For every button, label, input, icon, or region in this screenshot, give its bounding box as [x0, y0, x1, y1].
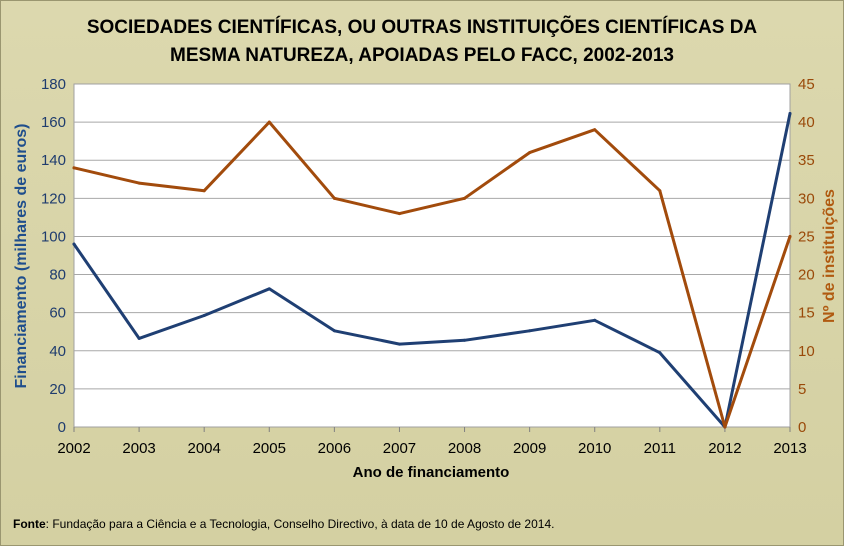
- y-tick-label-1: 20: [49, 381, 66, 398]
- y2-tick-label-6: 30: [798, 190, 815, 207]
- series-1-point-0: [72, 166, 76, 170]
- y-tick-label-7: 140: [41, 152, 66, 169]
- x-tick-label-3: 2005: [253, 440, 286, 457]
- series-0-point-4: [332, 329, 336, 333]
- gridlines: [74, 121, 790, 390]
- tick-labels: 0 20 40 60 80 100 120 140 160 180 0 5 10 15 20 25 30 35 40…: [41, 76, 815, 457]
- series-0-point-9: [658, 351, 662, 355]
- series-1-point-2: [202, 189, 206, 193]
- series-0-point-1: [137, 336, 141, 340]
- series-1-point-5: [397, 212, 401, 216]
- source-label: Fonte: [13, 517, 46, 531]
- series-line-funding: [72, 112, 792, 429]
- series-0-point-2: [202, 314, 206, 318]
- x-tick-label-1: 2003: [122, 440, 155, 457]
- y-tick-label-5: 100: [41, 228, 66, 245]
- x-tick-label-11: 2013: [773, 440, 806, 457]
- y2-tick-label-8: 40: [798, 114, 815, 131]
- y-axis-title: Financiamento (milhares de euros): [13, 124, 30, 389]
- series-1-point-8: [593, 128, 597, 132]
- y-tick-label-9: 180: [41, 76, 66, 93]
- series-1-point-11: [788, 234, 792, 238]
- y-tick-label-3: 60: [49, 305, 66, 322]
- plot-area: [73, 83, 791, 428]
- series-0-point-5: [397, 342, 401, 346]
- series-1-point-4: [332, 196, 336, 200]
- x-tick-label-8: 2010: [578, 440, 611, 457]
- series-0-point-6: [463, 338, 467, 342]
- x-tick-label-9: 2011: [644, 440, 676, 457]
- x-tick-label-6: 2008: [448, 440, 481, 457]
- y2-tick-label-3: 15: [798, 305, 815, 322]
- y2-tick-label-0: 0: [798, 419, 806, 436]
- y2-axis-title: Nº de instituições: [821, 189, 838, 323]
- y-tick-label-8: 160: [41, 114, 66, 131]
- series-1-point-9: [658, 189, 662, 193]
- source-text: : Fundação para a Ciência e a Tecnologia…: [45, 517, 555, 531]
- x-tick-label-0: 2002: [57, 440, 90, 457]
- series-1-point-7: [528, 151, 532, 155]
- series-1-point-1: [137, 181, 141, 185]
- chart-title-line-2: MESMA NATUREZA, APOIADAS PELO FACC, 2002…: [170, 45, 674, 66]
- series-0-point-7: [528, 329, 532, 333]
- y2-tick-label-5: 25: [798, 228, 815, 245]
- x-tick-label-2: 2004: [187, 440, 220, 457]
- series-lines: [72, 112, 792, 429]
- chart-title-line-1: SOCIEDADES CIENTÍFICAS, OU OUTRAS INSTIT…: [87, 16, 758, 38]
- x-tick-label-5: 2007: [383, 440, 416, 457]
- y2-tick-label-4: 20: [798, 267, 815, 284]
- series-0-point-0: [72, 242, 76, 246]
- x-tick-label-4: 2006: [318, 440, 351, 457]
- x-axis-title: Ano de financiamento: [353, 464, 510, 481]
- series-1-point-3: [267, 120, 271, 124]
- series-line-count: [72, 120, 792, 429]
- series-1-point-10: [723, 425, 727, 429]
- series-0-point-11: [788, 112, 792, 116]
- series-0-point-8: [593, 318, 597, 322]
- chart-canvas: SOCIEDADES CIENTÍFICAS, OU OUTRAS INSTIT…: [13, 16, 838, 481]
- y2-tick-label-2: 10: [798, 343, 815, 360]
- y2-tick-label-7: 35: [798, 152, 815, 169]
- series-0-point-3: [267, 287, 271, 291]
- y-tick-label-2: 40: [49, 343, 66, 360]
- y-tick-label-0: 0: [58, 419, 66, 436]
- y2-tick-label-9: 45: [798, 76, 815, 93]
- source-note: Fonte: Fundação para a Ciência e a Tecno…: [13, 517, 554, 531]
- x-tick-label-7: 2009: [513, 440, 546, 457]
- series-1-point-6: [463, 196, 467, 200]
- y-tick-label-6: 120: [41, 190, 66, 207]
- y-tick-label-4: 80: [49, 267, 66, 284]
- y2-tick-label-1: 5: [798, 381, 806, 398]
- x-tick-label-10: 2012: [708, 440, 741, 457]
